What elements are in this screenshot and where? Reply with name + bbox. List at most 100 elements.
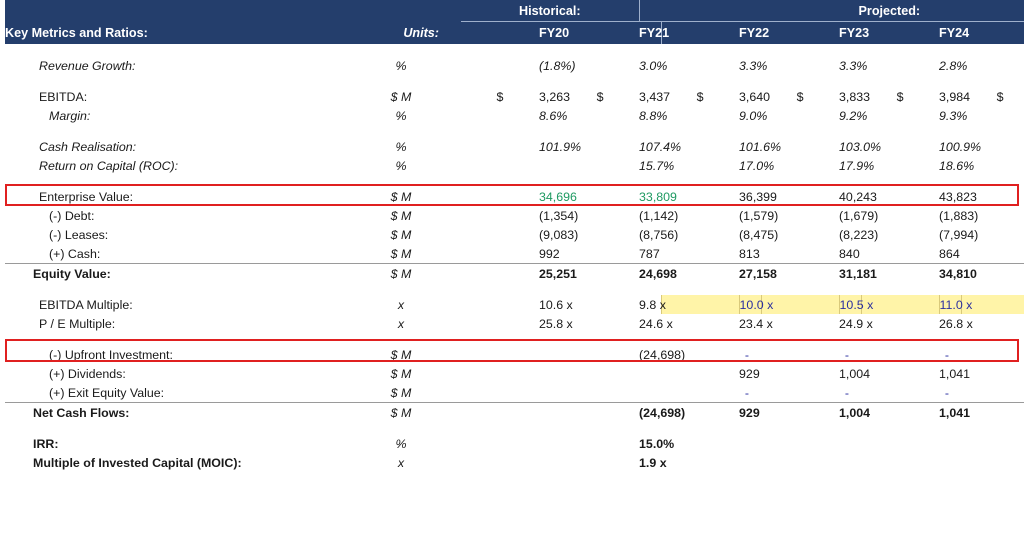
cell-cash-realisation-fy20[interactable]: 101.9%	[539, 139, 582, 154]
cell-enterprise-value-fy23[interactable]: 40,243	[839, 189, 877, 204]
row-units-irr: %	[395, 436, 407, 451]
cell-equity-value-fy21[interactable]: 24,698	[639, 263, 677, 283]
cell-ebitda-margin-fy23[interactable]: 9.2%	[839, 108, 868, 123]
cell-ebitda-multiple-fy23[interactable]: 10.5 x	[838, 295, 873, 314]
cur-blank-ee4	[761, 383, 839, 403]
cell-pe-multiple-fy24[interactable]: 26.8 x	[939, 316, 973, 331]
cell-net-cash-flows-fy23[interactable]: 1,004	[839, 402, 870, 422]
cell-cash-fy24[interactable]: 864	[939, 246, 960, 261]
cell-irr-fy24[interactable]	[939, 434, 961, 453]
cell-revenue-growth-fy24[interactable]: 2.8%	[939, 58, 968, 73]
cell-upfront-investment-fy23[interactable]: -	[844, 347, 850, 362]
cell-cash-fy20[interactable]: 992	[539, 246, 560, 261]
cell-exit-equity-value-fy23[interactable]: -	[844, 385, 850, 400]
cell-debt-fy21[interactable]: (1,142)	[639, 208, 679, 223]
cell-cash-fy23[interactable]: 840	[839, 246, 860, 261]
cell-cash-fy21[interactable]: 787	[639, 246, 660, 261]
cell-pe-multiple-fy22[interactable]: 23.4 x	[739, 316, 773, 331]
yellow-pad-fy23[interactable]	[760, 295, 840, 314]
cell-upfront-investment-fy20[interactable]	[539, 345, 561, 364]
cell-leases-fy23[interactable]: (8,223)	[839, 227, 879, 242]
cell-ebitda-margin-fy22[interactable]: 9.0%	[739, 108, 768, 123]
cell-dividends-fy23[interactable]: 1,004	[839, 366, 871, 381]
cell-net-cash-flows-fy24[interactable]: 1,041	[939, 402, 970, 422]
cell-moic-fy22[interactable]	[739, 453, 761, 472]
cell-exit-equity-value-fy21[interactable]	[639, 383, 661, 403]
cell-upfront-investment-fy22[interactable]: -	[744, 347, 750, 362]
cell-upfront-investment-fy24[interactable]: -	[944, 347, 950, 362]
cell-dividends-fy21[interactable]	[639, 364, 661, 383]
cell-leases-fy21[interactable]: (8,756)	[639, 227, 679, 242]
cell-ebitda-fy22[interactable]: 3,640	[739, 89, 771, 104]
cell-leases-fy20[interactable]: (9,083)	[539, 227, 579, 242]
row-units-cash-realisation: %	[395, 139, 407, 154]
cell-cash-realisation-fy24[interactable]: 100.9%	[939, 139, 982, 154]
cell-net-cash-flows-fy21[interactable]: (24,698)	[639, 402, 685, 422]
cell-roc-fy20[interactable]	[539, 156, 561, 175]
cell-enterprise-value-fy22[interactable]: 36,399	[739, 189, 777, 204]
cell-dividends-fy20[interactable]	[539, 364, 561, 383]
cell-irr-fy20[interactable]	[539, 434, 561, 453]
cell-enterprise-value-fy24[interactable]: 43,823	[939, 189, 977, 204]
cell-roc-fy21[interactable]: 15.7%	[639, 158, 675, 173]
cell-enterprise-value-fy20[interactable]: 34,696	[539, 189, 577, 204]
cell-leases-fy22[interactable]: (8,475)	[739, 227, 779, 242]
cell-ebitda-margin-fy24[interactable]: 9.3%	[939, 108, 968, 123]
cell-debt-fy20[interactable]: (1,354)	[539, 208, 579, 223]
cell-revenue-growth-fy23[interactable]: 3.3%	[839, 58, 868, 73]
cell-ebitda-multiple-fy20[interactable]: 10.6 x	[539, 297, 573, 312]
cell-revenue-growth-fy22[interactable]: 3.3%	[739, 58, 768, 73]
cell-pe-multiple-fy20[interactable]: 25.8 x	[539, 316, 573, 331]
row-units-return-on-capital: %	[395, 158, 407, 173]
cell-cash-realisation-fy22[interactable]: 101.6%	[739, 139, 782, 154]
cell-debt-fy24[interactable]: (1,883)	[939, 208, 979, 223]
yellow-pad-fy25[interactable]	[960, 295, 1024, 314]
cell-ebitda-multiple-fy21[interactable]: 9.8 x	[639, 297, 666, 312]
cell-ebitda-fy23[interactable]: 3,833	[839, 89, 871, 104]
cell-moic-fy21[interactable]: 1.9 x	[639, 455, 667, 470]
cell-debt-fy23[interactable]: (1,679)	[839, 208, 879, 223]
cell-ebitda-fy24[interactable]: 3,984	[939, 89, 971, 104]
cell-net-cash-flows-fy22[interactable]: 929	[739, 402, 762, 422]
cell-revenue-growth-fy20[interactable]: (1.8%)	[539, 58, 576, 73]
cell-cash-realisation-fy21[interactable]: 107.4%	[639, 139, 682, 154]
cell-equity-value-fy24[interactable]: 34,810	[939, 263, 977, 283]
cell-dividends-fy24[interactable]: 1,041	[939, 366, 971, 381]
cell-enterprise-value-fy21[interactable]: 33,809	[639, 189, 677, 204]
cell-ebitda-margin-fy21[interactable]: 8.8%	[639, 108, 668, 123]
cell-moic-fy20[interactable]	[539, 453, 561, 472]
cur-blank-ev1	[461, 187, 539, 206]
cell-roc-fy24[interactable]: 18.6%	[939, 158, 975, 173]
cell-ebitda-multiple-fy24[interactable]: 11.0 x	[938, 295, 972, 314]
cell-pe-multiple-fy21[interactable]: 24.6 x	[639, 316, 673, 331]
cell-ebitda-fy20[interactable]: 3,263	[539, 89, 571, 104]
cell-cash-fy22[interactable]: 813	[739, 246, 760, 261]
cell-dividends-fy22[interactable]: 929	[739, 366, 760, 381]
cell-roc-fy22[interactable]: 17.0%	[739, 158, 775, 173]
cell-irr-fy23[interactable]	[839, 434, 861, 453]
yellow-pad-fy22[interactable]	[660, 295, 740, 314]
cell-moic-fy23[interactable]	[839, 453, 861, 472]
cell-cash-realisation-fy23[interactable]: 103.0%	[839, 139, 882, 154]
cell-debt-fy22[interactable]: (1,579)	[739, 208, 779, 223]
cell-net-cash-flows-fy20[interactable]	[539, 402, 561, 422]
cell-ebitda-multiple-fy22[interactable]: 10.0 x	[738, 295, 773, 314]
cell-equity-value-fy23[interactable]: 31,181	[839, 263, 877, 283]
cell-exit-equity-value-fy20[interactable]	[539, 383, 561, 403]
cell-equity-value-fy20[interactable]: 25,251	[539, 263, 577, 283]
cell-ebitda-margin-fy20[interactable]: 8.6%	[539, 108, 568, 123]
cell-irr-fy21[interactable]: 15.0%	[639, 436, 675, 451]
cell-exit-equity-value-fy22[interactable]: -	[744, 385, 750, 400]
cell-irr-fy22[interactable]	[739, 434, 761, 453]
cell-roc-fy23[interactable]: 17.9%	[839, 158, 875, 173]
cell-ebitda-fy21[interactable]: 3,437	[639, 89, 671, 104]
yellow-pad-fy24[interactable]	[860, 295, 940, 314]
cell-upfront-investment-fy21[interactable]: (24,698)	[639, 347, 686, 362]
cell-leases-fy24[interactable]: (7,994)	[939, 227, 979, 242]
cell-equity-value-fy22[interactable]: 27,158	[739, 263, 777, 283]
cell-revenue-growth-fy21[interactable]: 3.0%	[639, 58, 668, 73]
cur-blank-dv0	[439, 364, 461, 383]
cell-exit-equity-value-fy24[interactable]: -	[944, 385, 950, 400]
cell-pe-multiple-fy23[interactable]: 24.9 x	[839, 316, 873, 331]
cell-moic-fy24[interactable]	[939, 453, 961, 472]
